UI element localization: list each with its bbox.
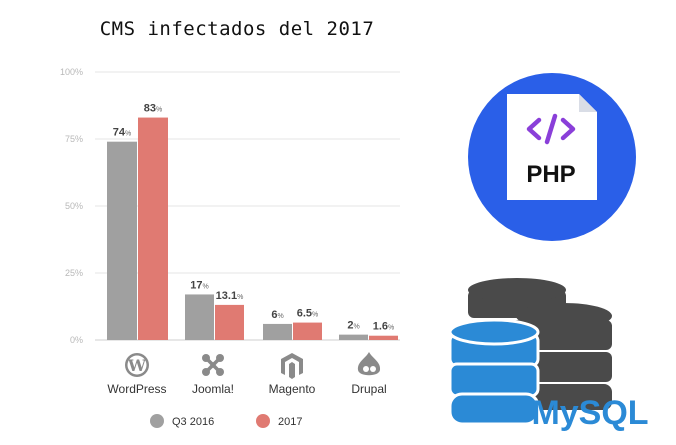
bar-wordpress-2017 <box>138 117 168 340</box>
php-document-icon <box>507 94 597 200</box>
drupal-icon-eye <box>370 366 376 372</box>
bar-drupal-2017 <box>369 335 398 340</box>
data-label-value: 17 <box>190 279 202 291</box>
legend-swatch <box>150 414 164 428</box>
data-label: 1.6% <box>373 321 395 333</box>
data-label-unit: % <box>125 131 131 138</box>
drupal-icon-drop <box>357 352 381 376</box>
category-label: WordPress <box>107 382 166 396</box>
data-label-unit: % <box>203 283 209 290</box>
chart-title: CMS infectados del 2017 <box>99 18 375 40</box>
magento-icon-inner <box>289 362 295 379</box>
y-tick-label: 0% <box>70 335 83 345</box>
y-tick-label: 25% <box>65 268 83 278</box>
bar-drupal-q3-2016 <box>339 334 368 340</box>
y-tick-label: 75% <box>65 134 83 144</box>
data-label: 6.5% <box>297 308 319 320</box>
data-label-unit: % <box>237 294 243 301</box>
bar-joomla-2017 <box>215 304 244 340</box>
bar-wordpress-q3-2016 <box>107 141 137 340</box>
data-label-value: 83 <box>144 103 156 115</box>
bar-magento-2017 <box>293 322 322 340</box>
magento-icon-outer <box>281 353 303 375</box>
data-label: 6% <box>271 309 283 321</box>
data-label: 13.1% <box>216 290 244 302</box>
joomla-icon-arm <box>204 361 217 374</box>
legend-label: Q3 2016 <box>172 416 214 428</box>
data-label-unit: % <box>277 313 283 320</box>
data-label-unit: % <box>156 107 162 114</box>
wordpress-icon-ring <box>127 355 147 375</box>
mysql-label: MySQL <box>531 394 648 432</box>
database-icon-back-right <box>516 303 612 410</box>
mysql-logo: MySQL <box>448 278 649 432</box>
data-label: 2% <box>347 320 359 332</box>
data-label-value: 13.1 <box>216 290 237 302</box>
php-label: PHP <box>526 161 575 188</box>
data-label: 17% <box>190 279 208 291</box>
y-tick-label: 50% <box>65 201 83 211</box>
legend-swatch <box>256 414 270 428</box>
php-logo: PHP <box>468 73 636 241</box>
data-label-value: 6.5 <box>297 308 312 320</box>
database-icon-front <box>448 318 540 426</box>
data-label-unit: % <box>388 325 394 332</box>
php-document-fold <box>579 94 597 112</box>
data-label: 83% <box>144 103 162 115</box>
bar-joomla-q3-2016 <box>185 294 214 340</box>
bar-magento-q3-2016 <box>263 323 292 340</box>
y-tick-label: 100% <box>60 67 83 77</box>
data-label-value: 74 <box>113 127 126 139</box>
category-label: Joomla! <box>192 382 234 396</box>
data-label: 74% <box>113 127 131 139</box>
drupal-icon <box>357 352 381 376</box>
wordpress-icon: W <box>125 353 149 377</box>
data-label-unit: % <box>353 324 359 331</box>
drupal-icon-eye <box>363 366 369 372</box>
data-label-unit: % <box>312 312 318 319</box>
joomla-icon <box>202 354 224 376</box>
code-brackets-icon <box>526 113 576 145</box>
wordpress-icon-letter: W <box>127 356 147 375</box>
data-label-value: 6 <box>271 309 277 321</box>
legend-label: 2017 <box>278 416 302 428</box>
data-label-value: 1.6 <box>373 321 388 333</box>
bar-chart: 0%25%50%75%100%74%83%17%13.1%6% 6.5%2% 1.6… <box>60 67 400 428</box>
category-label: Drupal <box>351 382 386 396</box>
data-label-value: 2 <box>347 320 353 332</box>
category-label: Magento <box>269 382 316 396</box>
magento-icon <box>281 353 303 379</box>
